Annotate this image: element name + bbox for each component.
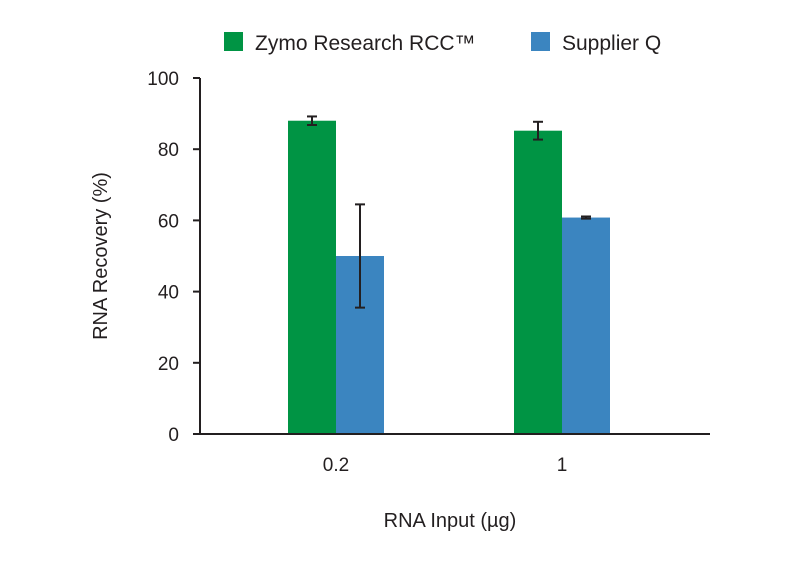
y-tick-label: 80 [158,140,179,161]
legend: Zymo Research RCC™ Supplier Q [224,32,661,55]
x-tick-label: 1 [557,455,568,476]
x-tick-label: 0.2 [323,455,349,476]
bar [288,120,336,434]
y-tick-label: 40 [158,283,179,304]
error-bars [307,115,591,309]
error-bar [533,120,543,141]
bar [514,130,562,435]
y-tick-label: 100 [147,69,179,90]
legend-label: Supplier Q [562,32,661,55]
error-bar [355,203,365,309]
bars [288,120,610,435]
legend-swatch [224,32,243,51]
legend-label: Zymo Research RCC™ [255,32,476,55]
y-axis-title: RNA Recovery (%) [90,172,112,340]
legend-item: Supplier Q [531,32,661,55]
error-bar [581,215,591,220]
y-tick-label: 0 [168,425,179,446]
x-axis-title: RNA Input (µg) [384,510,517,532]
legend-swatch [531,32,550,51]
y-tick-label: 20 [158,354,179,375]
axes: 0 20 40 60 80 100 0.2 1 [147,69,710,476]
legend-item: Zymo Research RCC™ [224,32,476,55]
error-bar [307,115,317,126]
y-tick-label: 60 [158,211,179,232]
bar [562,217,610,434]
